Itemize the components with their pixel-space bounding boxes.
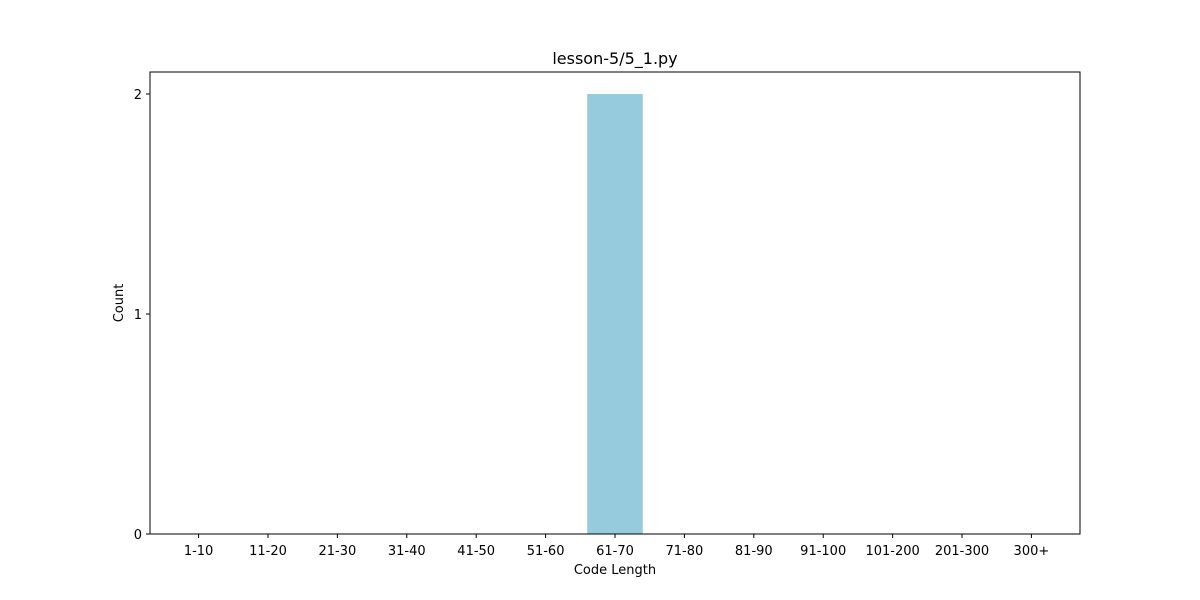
plot-frame: [149, 71, 1081, 535]
bar-61-70: [587, 94, 643, 534]
y-tick-label: 0: [134, 528, 142, 543]
y-tick-label: 1: [134, 308, 142, 323]
x-tick-label: 21-30: [318, 544, 356, 559]
x-axis-label: Code Length: [574, 563, 656, 578]
x-tick-label: 71-80: [666, 544, 704, 559]
x-tick-label: 61-70: [596, 544, 634, 559]
x-tick-label: 41-50: [457, 544, 495, 559]
x-tick-label: 81-90: [735, 544, 773, 559]
x-tick-label: 101-200: [865, 544, 919, 559]
x-tick-label: 91-100: [800, 544, 846, 559]
y-axis-label: Count: [112, 284, 127, 323]
x-tick-label: 11-20: [249, 544, 287, 559]
x-tick-label: 31-40: [388, 544, 426, 559]
x-tick-label: 1-10: [184, 544, 214, 559]
x-axis-ticks: 1-10 11-20 21-30 31-40 41-50 51-60 61-70 71-80 8…: [184, 534, 1049, 559]
bars-group: [587, 94, 643, 534]
y-tick-label: 2: [134, 88, 142, 103]
x-tick-label: 201-300: [935, 544, 989, 559]
y-axis-ticks: 0 1 2: [134, 88, 150, 543]
x-tick-label: 300+: [1014, 544, 1050, 559]
x-tick-label: 51-60: [527, 544, 565, 559]
chart-title: lesson-5/5_1.py: [552, 49, 677, 69]
